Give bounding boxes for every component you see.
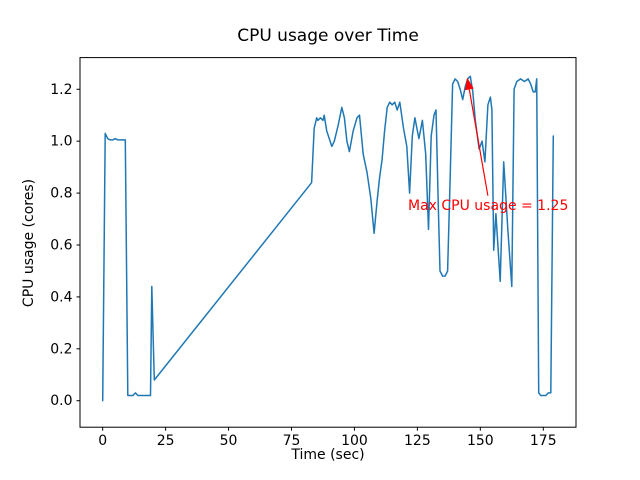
y-tick-label: 0.2	[50, 341, 72, 357]
chart-title: CPU usage over Time	[237, 26, 419, 46]
x-tick-label: 50	[220, 433, 238, 449]
y-tick-label: 1.0	[50, 134, 72, 150]
annotation-label: Max CPU usage = 1.25	[408, 198, 569, 214]
x-tick-label: 25	[157, 433, 175, 449]
annotation-arrow	[468, 89, 489, 196]
x-tick-label: 0	[98, 433, 107, 449]
y-tick-label: 1.2	[50, 82, 72, 98]
x-tick-label: 175	[530, 433, 557, 449]
x-axis-label: Time (sec)	[291, 447, 365, 463]
axes-spines	[79, 57, 577, 428]
x-tick-label: 125	[404, 433, 431, 449]
y-tick-label: 0.0	[50, 393, 72, 409]
x-tick-label: 150	[467, 433, 494, 449]
y-tick-label: 0.8	[50, 186, 72, 202]
y-tick-label: 0.6	[50, 237, 72, 253]
x-tick-label: 75	[283, 433, 301, 449]
x-tick-label: 100	[341, 433, 368, 449]
annotation-arrowhead	[464, 77, 474, 91]
y-tick-label: 0.4	[50, 289, 72, 305]
data-line-cpu-usage	[101, 75, 555, 402]
